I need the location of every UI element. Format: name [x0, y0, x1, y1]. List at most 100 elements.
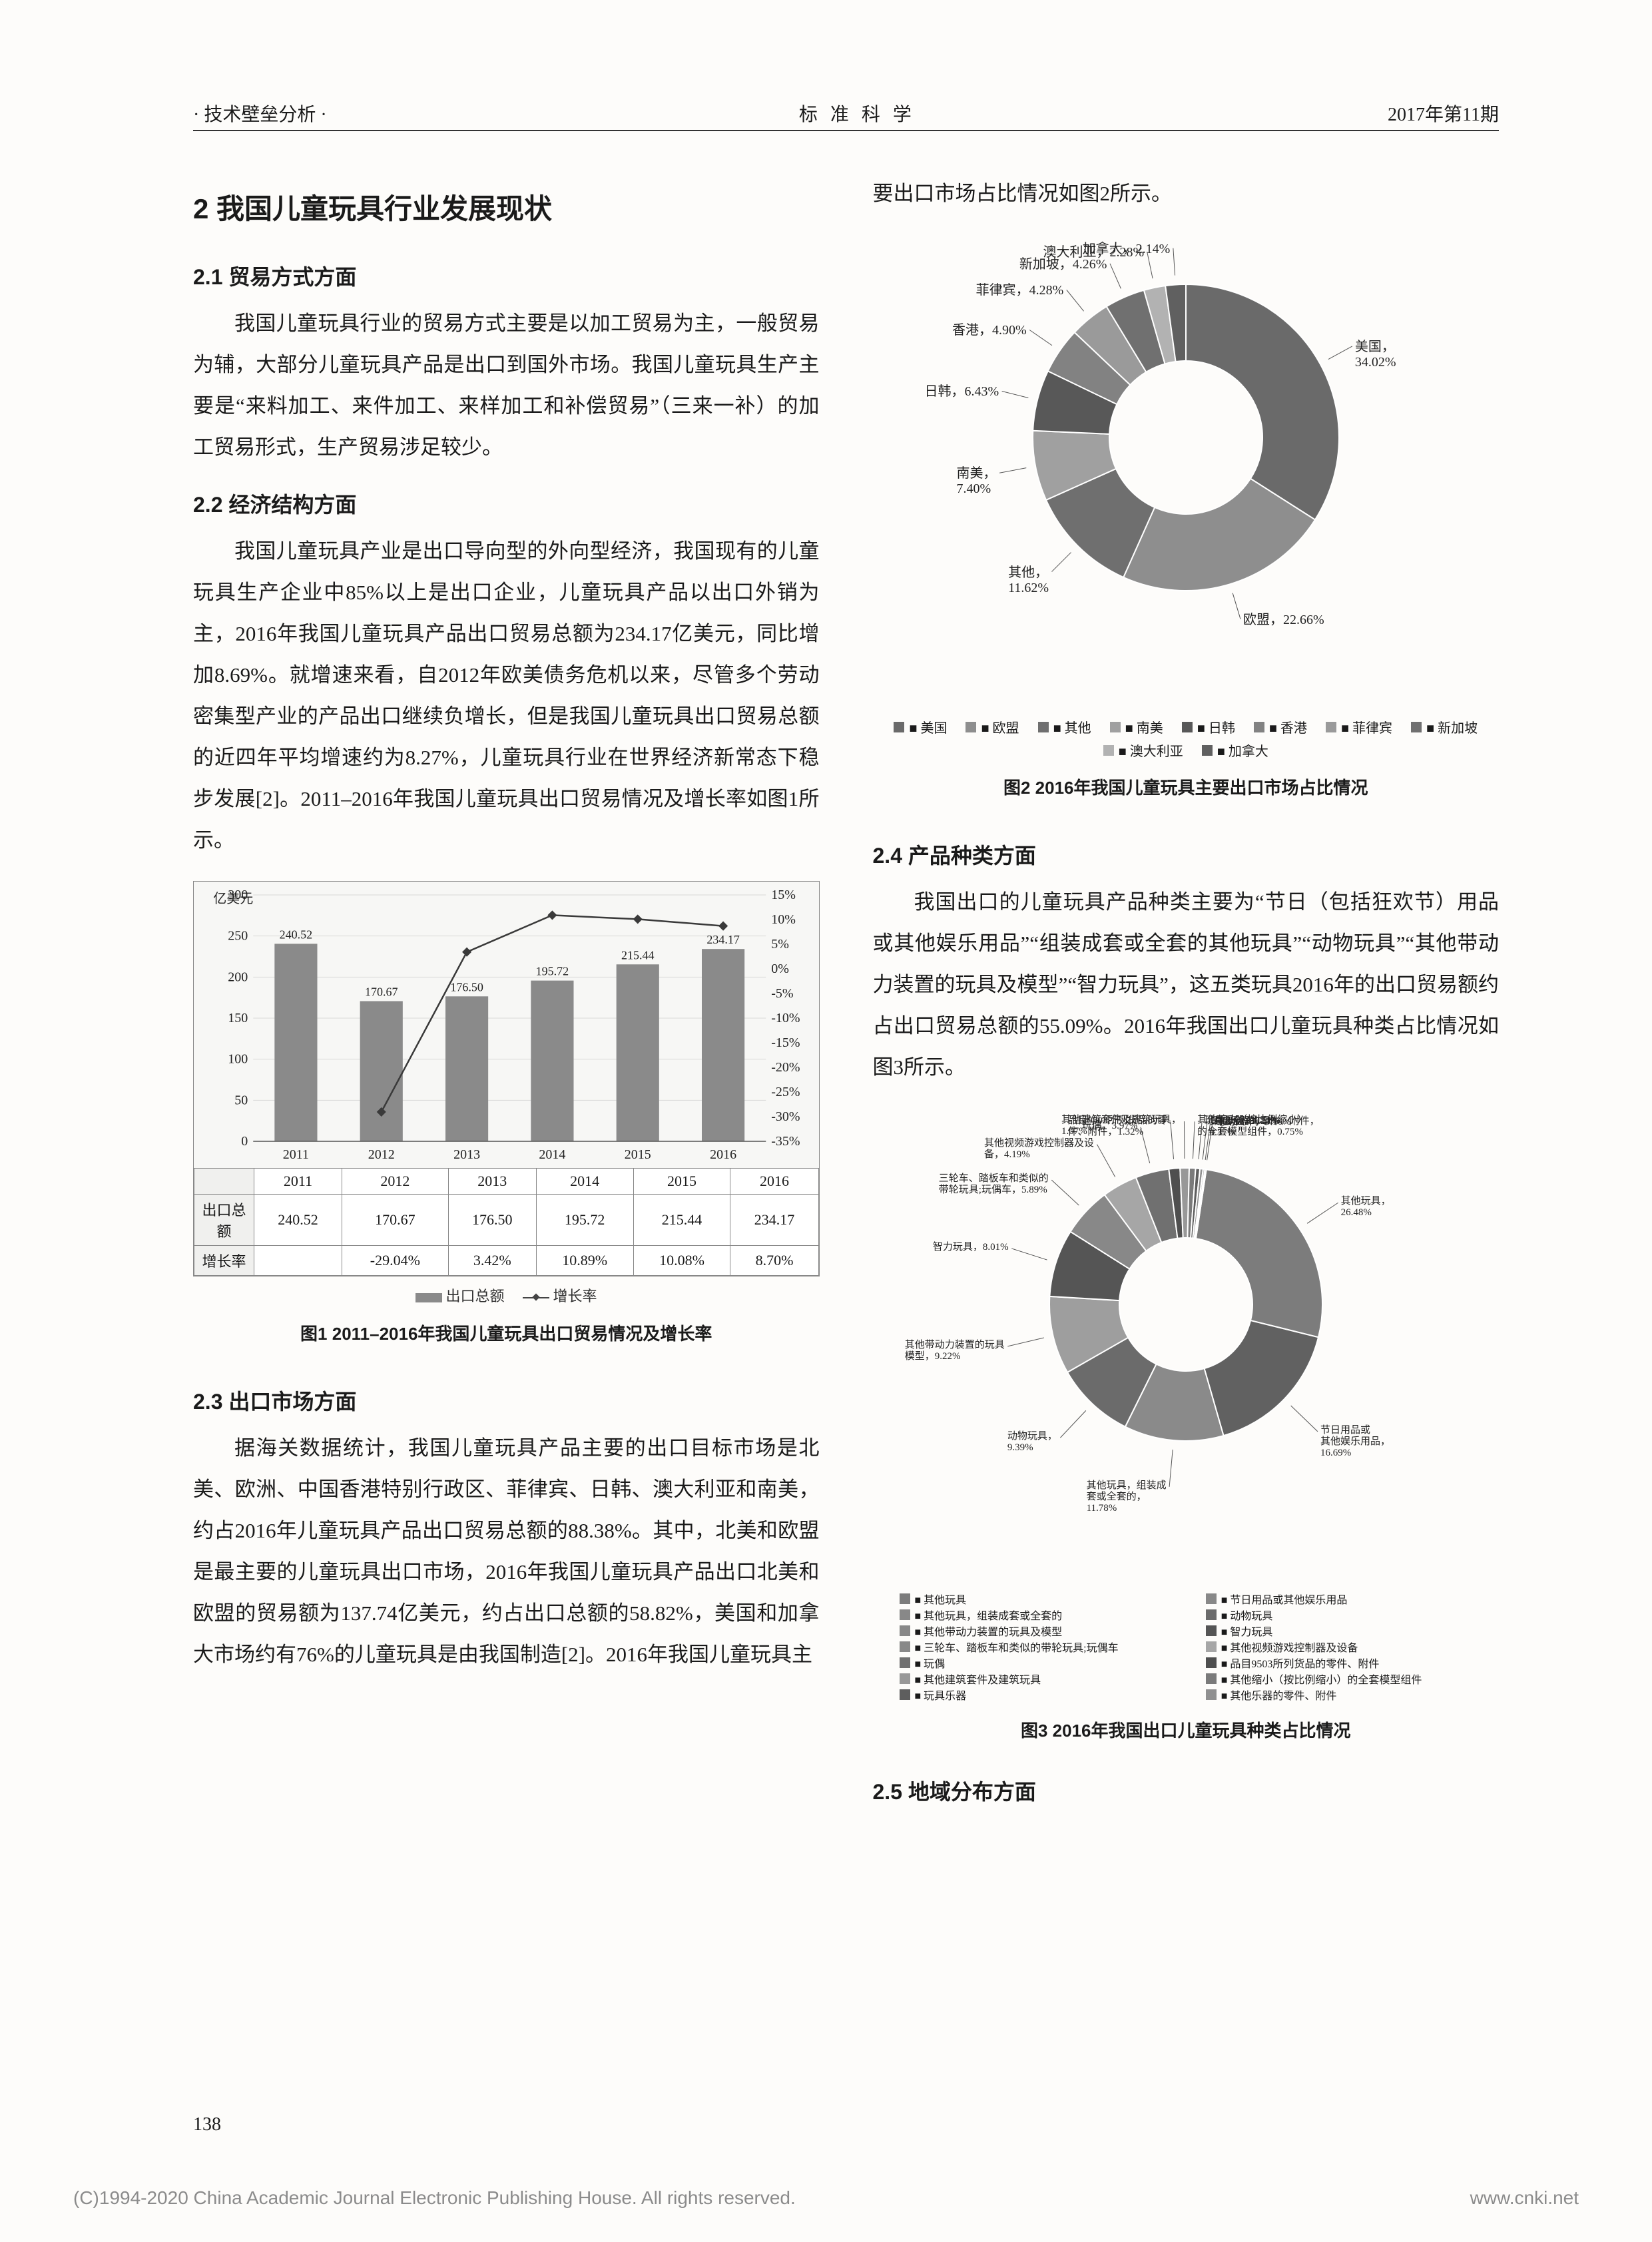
- svg-text:250: 250: [228, 929, 248, 944]
- footer: (C)1994-2020 China Academic Journal Elec…: [73, 2187, 1579, 2209]
- svg-text:-20%: -20%: [771, 1060, 800, 1075]
- svg-text:-5%: -5%: [771, 986, 793, 1001]
- legend-item: ■ 菲律宾: [1326, 717, 1392, 736]
- legend-item: ■ 欧盟: [965, 717, 1019, 736]
- svg-text:2012: 2012: [368, 1147, 395, 1162]
- figure-3-caption: 图3 2016年我国出口儿童玩具种类占比情况: [873, 1717, 1500, 1742]
- svg-text:亿美元: 亿美元: [213, 891, 253, 906]
- section-2-3-body: 据海关数据统计，我国儿童玩具产品主要的出口目标市场是北美、欧洲、中国香港特别行政…: [193, 1428, 820, 1675]
- legend-swatch-icon: [1254, 722, 1264, 732]
- legend-swatch-icon: [1326, 722, 1336, 732]
- section-2-1-body: 我国儿童玩具行业的贸易方式主要是以加工贸易为主，一般贸易为辅，大部分儿童玩具产品…: [193, 303, 820, 468]
- left-column: 2 我国儿童玩具行业发展现状 2.1 贸易方式方面 我国儿童玩具行业的贸易方式主…: [193, 173, 820, 1818]
- legend-swatch-icon: [1103, 745, 1114, 756]
- svg-text:2015: 2015: [625, 1147, 651, 1162]
- svg-text:2011: 2011: [283, 1147, 309, 1162]
- legend-swatch-icon: [1038, 722, 1049, 732]
- figure-2-caption: 图2 2016年我国儿童玩具主要出口市场占比情况: [873, 774, 1500, 799]
- svg-text:5%: 5%: [771, 937, 789, 952]
- right-column: 要出口市场占比情况如图2所示。 美国，34.02% 欧盟，22.66% 其他，11.…: [873, 173, 1500, 1818]
- donut-slice-label: 美国，34.02%: [1355, 340, 1396, 370]
- donut-slice-label: 智力玩具，8.01%: [933, 1242, 1009, 1253]
- donut-slice-label: 其他玩具，26.48%: [1341, 1196, 1391, 1219]
- legend-item: ■ 其他玩具: [900, 1591, 1166, 1607]
- section-2-3-title: 2.3 出口市场方面: [193, 1385, 820, 1416]
- figure-2-donut: [880, 224, 1492, 637]
- donut-slice-label: 其他建筑套件及建筑玩具，1.07%: [1061, 1115, 1181, 1138]
- svg-text:195.72: 195.72: [536, 965, 569, 978]
- donut-slice-label: 其他视频游戏控制器及设备，4.19%: [984, 1138, 1094, 1161]
- legend-swatch-icon: [1182, 722, 1193, 732]
- section-2-title: 2 我国儿童玩具行业发展现状: [193, 186, 820, 227]
- donut-slice-label: 其他玩具，组装成套或全套的，11.78%: [1087, 1480, 1167, 1515]
- footer-right: www.cnki.net: [1470, 2187, 1579, 2209]
- figure-1-table: 201120122013201420152016出口总额240.52170.67…: [194, 1168, 819, 1276]
- legend-item: ■ 动物玩具: [1206, 1607, 1472, 1623]
- donut-slice-label: 香港，4.90%: [952, 323, 1027, 338]
- legend-item: ■ 其他带动力装置的玩具及模型: [900, 1623, 1166, 1639]
- svg-text:-25%: -25%: [771, 1085, 800, 1099]
- svg-text:2016: 2016: [710, 1147, 736, 1162]
- legend-item: ■ 玩具乐器: [900, 1687, 1166, 1703]
- figure-3-legend: ■ 其他玩具■ 其他玩具，组装成套或全套的■ 其他带动力装置的玩具及模型■ 三轮…: [873, 1591, 1500, 1703]
- page-number: 138: [193, 2114, 221, 2135]
- svg-text:170.67: 170.67: [365, 985, 398, 999]
- svg-text:-10%: -10%: [771, 1011, 800, 1025]
- section-2-4-body: 我国出口的儿童玩具产品种类主要为“节日（包括狂欢节）用品或其他娱乐用品”“组装成…: [873, 882, 1500, 1088]
- donut-slice-label: 电动火车，0.16%: [1215, 1117, 1291, 1128]
- svg-text:200: 200: [228, 970, 248, 984]
- legend-item: ■ 加拿大: [1202, 740, 1268, 760]
- legend-item: ■ 其他乐器的零件、附件: [1206, 1687, 1472, 1703]
- svg-text:240.52: 240.52: [280, 928, 313, 941]
- legend-item: ■ 品目9503所列货品的零件、附件: [1206, 1655, 1472, 1671]
- figure-1-legend: 出口总额 增长率: [193, 1284, 820, 1306]
- donut-slice-label: 南美，7.40%: [957, 466, 997, 497]
- legend-line-label: 增长率: [553, 1288, 597, 1304]
- legend-swatch-icon: [1110, 722, 1121, 732]
- legend-item: ■ 其他缩小（按比例缩小）的全套模型组件: [1206, 1671, 1472, 1687]
- donut-slice-label: 动物玩具，9.39%: [1007, 1431, 1057, 1454]
- legend-item: ■ 澳大利亚: [1103, 740, 1183, 760]
- legend-item: ■ 其他建筑套件及建筑玩具: [900, 1671, 1166, 1687]
- continuation-line: 要出口市场占比情况如图2所示。: [873, 173, 1500, 214]
- page: · 技术壁垒分析 · 标 准 科 学 2017年第11期 2 我国儿童玩具行业发…: [0, 0, 1652, 2242]
- svg-text:2014: 2014: [539, 1147, 565, 1162]
- donut-slice-label: 三轮车、踏板车和类似的带轮玩具;玩偶车，5.89%: [939, 1173, 1049, 1197]
- footer-left: (C)1994-2020 China Academic Journal Elec…: [73, 2187, 796, 2209]
- legend-item: ■ 三轮车、踏板车和类似的带轮玩具;玩偶车: [900, 1639, 1166, 1655]
- figure-3: 其他玩具，26.48%节日用品或其他娱乐用品，16.69%其他玩具，组装成套或全…: [873, 1098, 1500, 1577]
- figure-2: 美国，34.02%欧盟，22.66%其他，11.62%南美，7.40%日韩，6.…: [873, 224, 1500, 704]
- running-head: · 技术壁垒分析 · 标 准 科 学 2017年第11期: [193, 100, 1499, 127]
- legend-bar-label: 出口总额: [445, 1288, 504, 1304]
- legend-item: ■ 玩偶: [900, 1655, 1166, 1671]
- svg-text:234.17: 234.17: [706, 933, 740, 946]
- figure-1-chart: 05010015020025030015%10%5%0%-5%-10%-15%-…: [194, 882, 819, 1168]
- svg-text:15%: 15%: [771, 888, 796, 902]
- svg-text:150: 150: [228, 1011, 248, 1025]
- svg-text:2013: 2013: [453, 1147, 480, 1162]
- legend-item: ■ 美国: [894, 717, 947, 736]
- figure-2-legend: ■ 美国■ 欧盟■ 其他■ 南美■ 日韩■ 香港■ 菲律宾■ 新加坡■ 澳大利亚…: [873, 717, 1500, 760]
- legend-swatch-icon: [965, 722, 976, 732]
- donut-slice-label: 欧盟，22.66%: [1243, 613, 1324, 628]
- legend-item: ■ 其他玩具，组装成套或全套的: [900, 1607, 1166, 1623]
- legend-item: ■ 节日用品或其他娱乐用品: [1206, 1591, 1472, 1607]
- legend-item: ■ 日韩: [1182, 717, 1235, 736]
- legend-item: ■ 香港: [1254, 717, 1307, 736]
- svg-text:-15%: -15%: [771, 1035, 800, 1050]
- legend-item: ■ 其他: [1038, 717, 1091, 736]
- figure-1: 05010015020025030015%10%5%0%-5%-10%-15%-…: [193, 881, 820, 1276]
- section-2-1-title: 2.1 贸易方式方面: [193, 260, 820, 291]
- legend-item: ■ 其他视频游戏控制器及设备: [1206, 1639, 1472, 1655]
- legend-swatch-icon: [1202, 745, 1213, 756]
- svg-text:100: 100: [228, 1052, 248, 1067]
- section-2-2-body: 我国儿童玩具产业是出口导向型的外向型经济，我国现有的儿童玩具生产企业中85%以上…: [193, 531, 820, 861]
- two-column-layout: 2 我国儿童玩具行业发展现状 2.1 贸易方式方面 我国儿童玩具行业的贸易方式主…: [193, 173, 1499, 1818]
- svg-text:176.50: 176.50: [450, 980, 483, 993]
- donut-slice-label: 其他带动力装置的玩具模型，9.22%: [905, 1340, 1005, 1363]
- legend-item: ■ 南美: [1110, 717, 1163, 736]
- swatch-bar-icon: [415, 1293, 442, 1302]
- section-2-5-title: 2.5 地域分布方面: [873, 1775, 1500, 1806]
- donut-slice-label: 其他，11.62%: [1008, 565, 1049, 596]
- svg-text:215.44: 215.44: [621, 948, 655, 962]
